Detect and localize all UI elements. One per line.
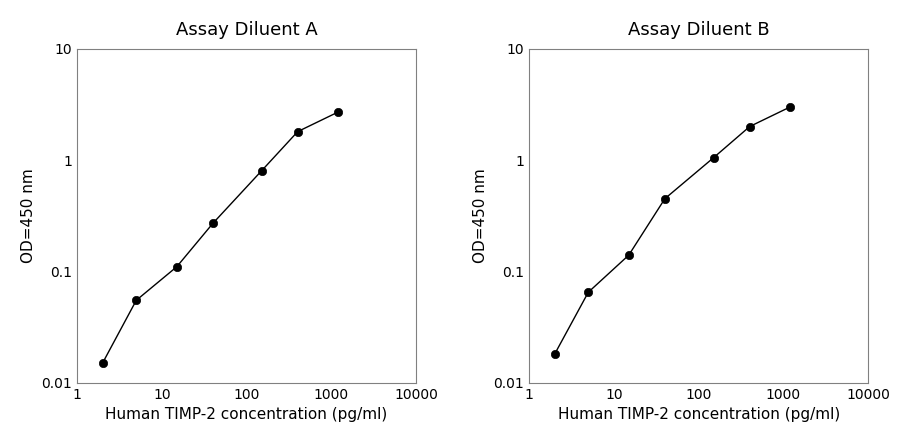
X-axis label: Human TIMP-2 concentration (pg/ml): Human TIMP-2 concentration (pg/ml) [558, 407, 840, 422]
Y-axis label: OD=450 nm: OD=450 nm [473, 168, 488, 263]
Title: Assay Diluent B: Assay Diluent B [628, 21, 770, 39]
Y-axis label: OD=450 nm: OD=450 nm [21, 168, 36, 263]
X-axis label: Human TIMP-2 concentration (pg/ml): Human TIMP-2 concentration (pg/ml) [106, 407, 388, 422]
Title: Assay Diluent A: Assay Diluent A [176, 21, 317, 39]
